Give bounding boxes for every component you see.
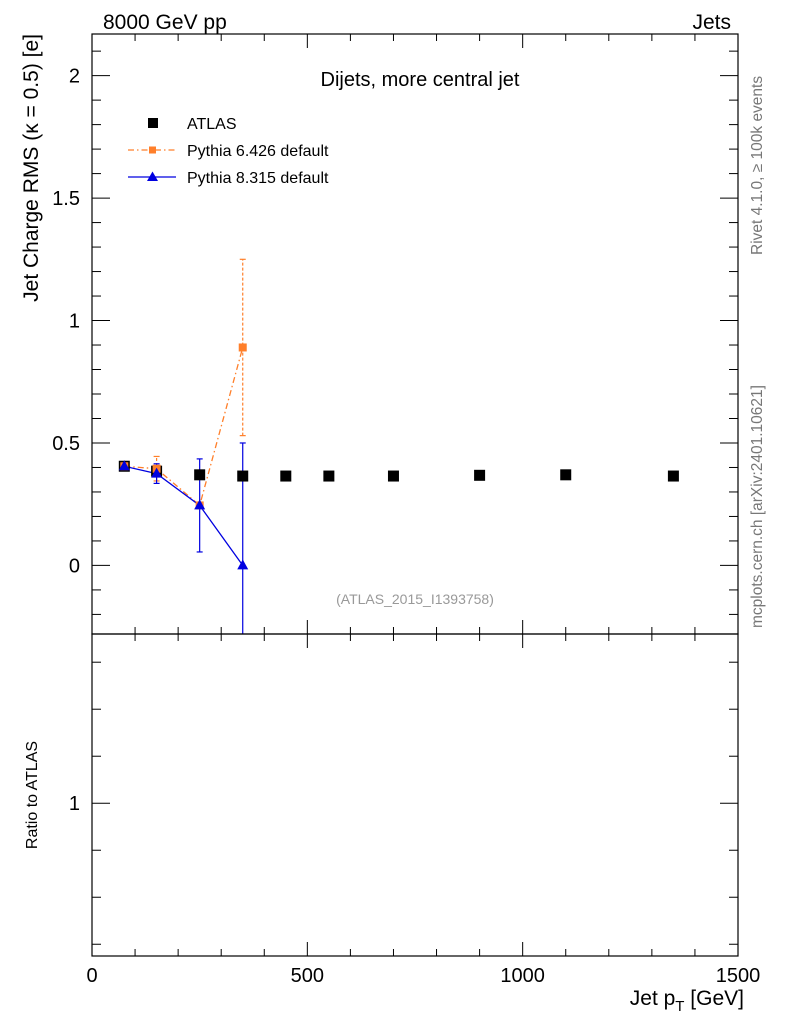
ratio-frame [91,633,739,957]
data-point-pythia8 [237,559,249,570]
analysis-label: (ATLAS_2015_I1393758) [336,591,494,607]
y-tick-label: 1.5 [52,188,80,210]
main-y-axis-label: Jet Charge RMS (κ = 0.5) [e] [20,34,43,302]
data-point-pythia8 [194,499,206,510]
main-panel: 0 0.5 1 1.5 2 Dijets, more central jet (ATLA… [20,33,739,635]
x-tick-label: 500 [291,965,324,987]
y-tick-label: 0 [69,555,80,577]
data-point-atlas [667,470,679,482]
data-point-pythia8 [151,467,163,478]
data-point-atlas [387,470,399,482]
x-tick-label: 1000 [500,965,545,987]
header-left: 8000 GeV pp [103,11,227,34]
x-tick-label: 1500 [716,965,761,987]
data-point-atlas [474,469,486,481]
x-tick-label: 0 [86,965,97,987]
x-axis-label: Jet pT [GeV] [630,987,744,1015]
data-point-atlas [560,469,572,481]
ratio-panel: 1 0 500 1000 1500 Ratio to ATLAS [24,633,761,987]
legend-marker-atlas [148,118,158,128]
legend-label-atlas: ATLAS [187,116,237,133]
legend-marker-pythia6 [149,146,156,154]
data-point-atlas [280,470,292,482]
data-point-pythia6 [238,343,247,352]
data-point-atlas [194,469,206,481]
legend-label-pythia8: Pythia 8.315 default [187,170,329,187]
legend-marker-pythia8 [147,171,158,181]
data-point-pythia8 [118,460,130,471]
series-line-pythia6 [124,347,244,507]
y-tick-label: 2 [69,66,80,88]
data-point-atlas [237,470,249,482]
series-line-pythia8 [124,465,244,566]
main-title: Dijets, more central jet [321,69,520,91]
y-tick-label: 1 [69,311,80,333]
ratio-y-axis-label: Ratio to ATLAS [24,741,41,849]
legend: ATLAS Pythia 6.426 default Pythia 8.315 … [128,116,329,187]
side-rivet-label: Rivet 4.1.0, ≥ 100k events [749,76,766,255]
header-right: Jets [692,11,731,34]
legend-label-pythia6: Pythia 6.426 default [187,143,329,160]
y-tick-label: 0.5 [52,433,80,455]
data-point-atlas [323,470,335,482]
side-mcplots-label: mcplots.cern.ch [arXiv:2401.10621] [749,385,766,628]
ratio-y-tick-label: 1 [69,793,80,815]
